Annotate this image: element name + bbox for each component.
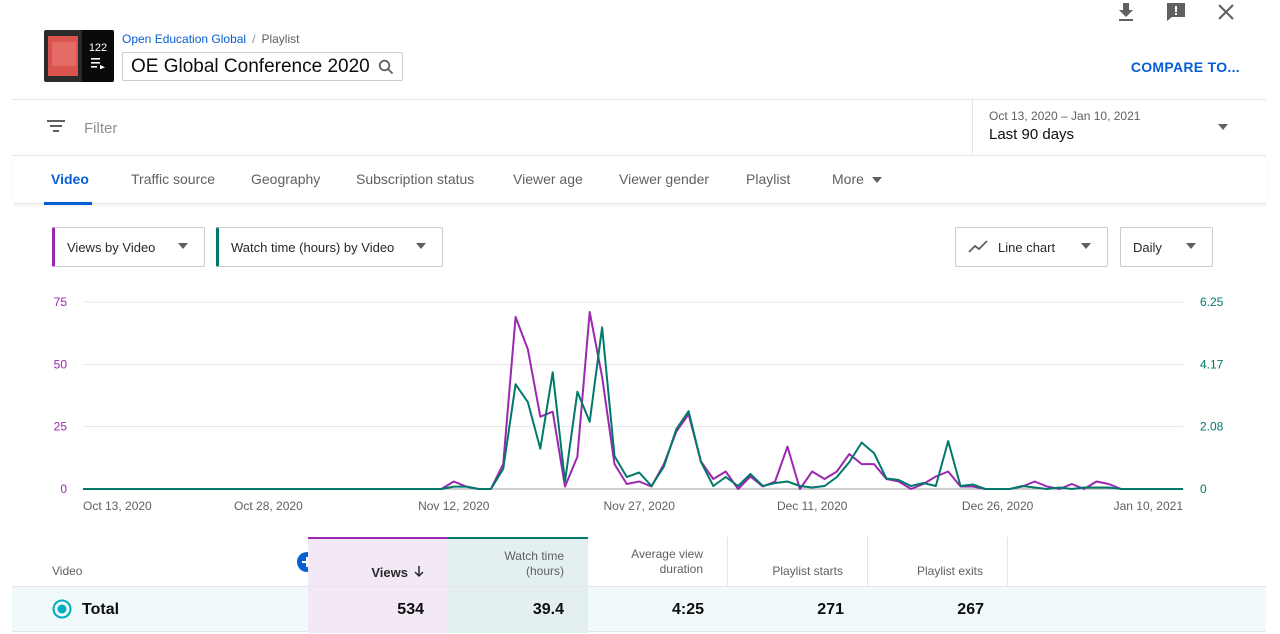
header-views[interactable]: Views [308, 537, 448, 586]
total-playlist-exits: 267 [957, 601, 984, 618]
header-avg-duration[interactable]: Average view duration [588, 537, 728, 586]
header-playlist-exits[interactable]: Playlist exits [868, 537, 1008, 586]
playlist-count: 122 [88, 42, 108, 54]
total-label: Total [82, 601, 120, 618]
y-left-tick-label: 0 [60, 482, 67, 496]
filter-input[interactable]: Filter [84, 120, 118, 137]
breadcrumb-type: Playlist [261, 32, 300, 46]
chart-type-dropdown[interactable]: Line chart [955, 227, 1108, 267]
total-avg-duration: 4:25 [671, 601, 704, 618]
filter-bar: Filter Oct 13, 2020 – Jan 10, 2021 Last … [12, 99, 1266, 156]
tab-more-label: More [832, 171, 864, 187]
radio-selected-icon[interactable] [52, 599, 72, 619]
download-icon[interactable] [1112, 0, 1140, 24]
metric2-dropdown[interactable]: Watch time (hours) by Video [216, 227, 443, 267]
views-series-line [83, 311, 1183, 490]
x-tick-label: Jan 10, 2021 [1114, 499, 1184, 513]
tab-viewer-age[interactable]: Viewer age [513, 171, 583, 187]
y-right-tick-label: 2.08 [1200, 420, 1224, 434]
feedback-icon[interactable] [1162, 0, 1190, 24]
tab-more[interactable]: More [832, 171, 882, 187]
breadcrumb-separator: / [252, 32, 256, 46]
tab-traffic-source[interactable]: Traffic source [131, 171, 216, 187]
total-views: 534 [308, 587, 448, 633]
tab-viewer-gender[interactable]: Viewer gender [619, 171, 710, 187]
y-left-tick-label: 50 [54, 357, 68, 371]
active-tab-indicator [44, 202, 92, 205]
chevron-down-icon [1218, 124, 1228, 130]
compare-to-button[interactable]: COMPARE TO... [1130, 59, 1240, 75]
tab-geography[interactable]: Geography [251, 171, 321, 187]
x-tick-label: Oct 28, 2020 [234, 499, 303, 513]
playlist-icon [91, 58, 105, 69]
metrics-table: Video Views Watch time (hours) Average v… [12, 537, 1266, 633]
report-tabs: Video Traffic source Geography Subscript… [14, 157, 1266, 205]
chart-type-label: Line chart [998, 239, 1056, 255]
playlist-thumbnail[interactable]: 122 [44, 30, 114, 82]
metric2-label: Watch time (hours) by Video [231, 239, 395, 255]
tab-video[interactable]: Video [51, 171, 89, 187]
y-left-tick-label: 25 [54, 420, 68, 434]
chevron-down-icon [871, 177, 882, 184]
x-tick-label: Dec 11, 2020 [777, 499, 848, 513]
close-icon[interactable] [1212, 0, 1240, 24]
y-left-tick-label: 75 [54, 295, 68, 309]
total-playlist-starts: 271 [817, 601, 844, 618]
interval-dropdown[interactable]: Daily [1120, 227, 1213, 267]
x-tick-label: Dec 26, 2020 [962, 499, 1034, 513]
header-views-label: Views [371, 565, 408, 580]
tab-playlist[interactable]: Playlist [746, 171, 791, 187]
chevron-down-icon [1186, 243, 1196, 249]
table-row: Total 534 39.4 4:25 271 267 [12, 586, 1266, 633]
x-tick-label: Nov 12, 2020 [418, 499, 490, 513]
chevron-down-icon [1081, 243, 1091, 249]
tab-subscription-status[interactable]: Subscription status [356, 171, 475, 187]
x-tick-label: Oct 13, 2020 [83, 499, 152, 513]
header-video: Video [52, 564, 83, 578]
line-chart: 0 0 25 2.08 50 4.17 75 6.25 Oct 13, 2020 Oct 28, … [54, 295, 1224, 513]
search-icon [378, 59, 393, 74]
breadcrumb-owner-link[interactable]: Open Education Global [122, 32, 247, 46]
window-actions [1112, 0, 1240, 24]
chevron-down-icon [178, 243, 188, 249]
header-playlist-starts[interactable]: Playlist starts [728, 537, 868, 586]
date-range-dates: Oct 13, 2020 – Jan 10, 2021 [989, 109, 1141, 123]
sort-arrow-icon [414, 566, 424, 578]
header-watch-time[interactable]: Watch time (hours) [448, 537, 588, 586]
breadcrumb: Open Education Global / Playlist [122, 32, 299, 46]
playlist-title-selector[interactable]: OE Global Conference 2020 [122, 52, 403, 81]
date-range-picker[interactable]: Oct 13, 2020 – Jan 10, 2021 Last 90 days [972, 100, 1266, 156]
total-watch-time: 39.4 [448, 587, 588, 633]
metric1-label: Views by Video [67, 239, 156, 255]
interval-label: Daily [1133, 239, 1162, 255]
line-chart-icon [968, 240, 988, 253]
y-right-tick-label: 0 [1200, 482, 1207, 496]
metric1-dropdown[interactable]: Views by Video [52, 227, 205, 267]
filter-icon[interactable] [46, 118, 66, 134]
x-tick-label: Nov 27, 2020 [603, 499, 675, 513]
page-title: OE Global Conference 2020 [131, 55, 370, 77]
y-right-tick-label: 4.17 [1200, 357, 1224, 371]
chevron-down-icon [416, 243, 426, 249]
y-right-tick-label: 6.25 [1200, 295, 1224, 309]
watch-time-series-line [83, 326, 1183, 490]
page-header: 122 Open Education Global / Playlist OE Gl… [44, 30, 1240, 86]
date-range-label: Last 90 days [989, 126, 1075, 143]
